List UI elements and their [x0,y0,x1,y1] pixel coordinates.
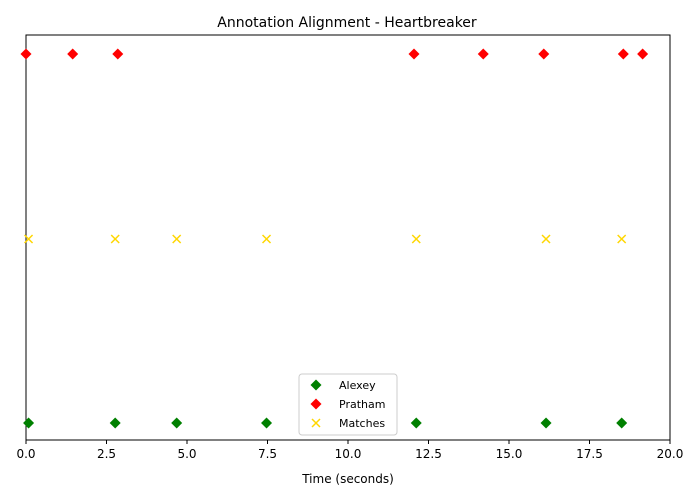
matches-point [24,234,34,244]
legend-marker-alexey [310,379,322,391]
alexey-point [261,417,273,429]
alexey-point [109,417,121,429]
x-tick-label: 20.0 [657,447,684,461]
legend-marker-pratham [310,398,322,410]
alexey-point [540,417,552,429]
alexey-point [616,417,628,429]
pratham-point [112,48,124,60]
legend-label-alexey: Alexey [339,379,376,392]
pratham-point [67,48,79,60]
x-tick-label: 10.0 [335,447,362,461]
matches-point [541,234,551,244]
alexey-point [410,417,422,429]
x-tick-label: 0.0 [16,447,35,461]
pratham-point [617,48,629,60]
matches-point [262,234,272,244]
chart-title: Annotation Alignment - Heartbreaker [217,15,477,31]
pratham-point [408,48,420,60]
legend-marker-matches [311,418,321,428]
x-axis-label: Time (seconds) [301,472,394,486]
x-tick-label: 17.5 [576,447,603,461]
matches-point [110,234,120,244]
legend-label-matches: Matches [339,417,385,430]
x-axis-ticks: 0.0 2.5 5.0 7.5 10.0 12.5 15.0 17.5 20.0 [16,440,683,461]
legend-label-pratham: Pratham [339,398,385,411]
x-tick-label: 2.5 [97,447,116,461]
matches-point [172,234,182,244]
x-tick-label: 12.5 [415,447,442,461]
pratham-point [20,48,32,60]
legend-box [298,373,398,436]
matches-point [411,234,421,244]
legend: Alexey Pratham Matches [298,373,398,436]
x-tick-label: 7.5 [258,447,277,461]
matches-point [617,234,627,244]
data-points [20,48,649,429]
pratham-point [477,48,489,60]
x-tick-label: 15.0 [496,447,523,461]
pratham-point [538,48,550,60]
plot-area-frame [25,34,671,441]
alexey-point [171,417,183,429]
pratham-point [637,48,649,60]
alexey-point [23,417,35,429]
x-tick-label: 5.0 [177,447,196,461]
